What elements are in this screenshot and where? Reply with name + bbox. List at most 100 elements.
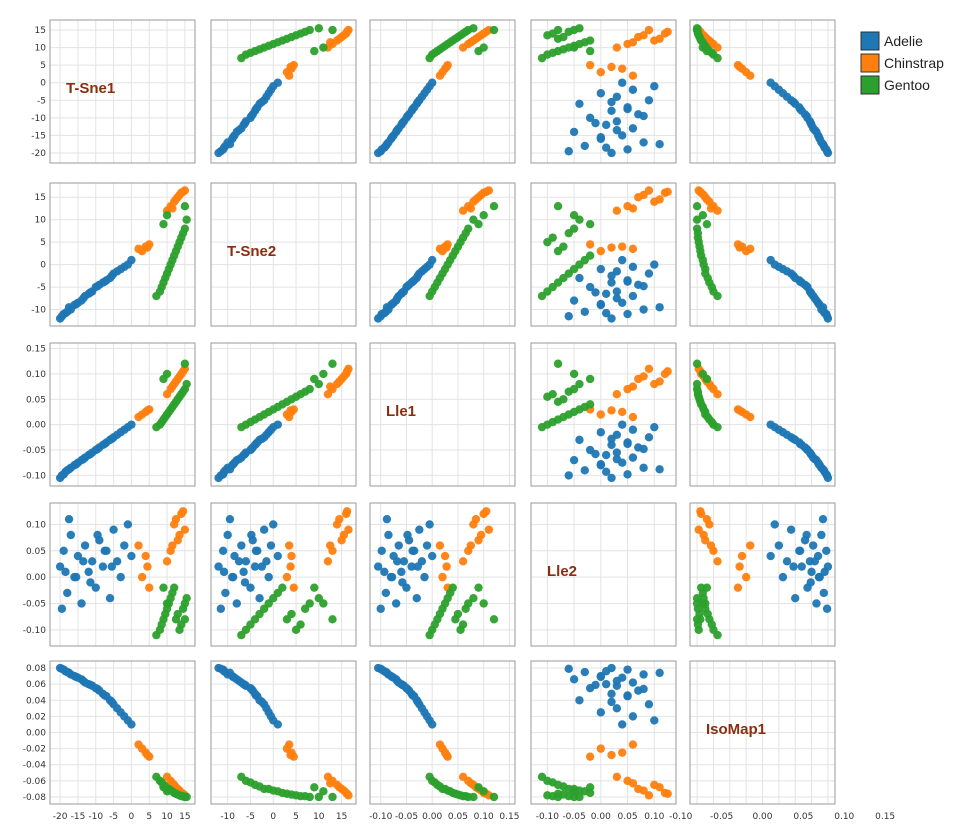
panel-frame [689,19,836,164]
point-gentoo-19 [553,792,563,802]
point-chinstrap-13 [342,27,352,36]
point-adelie-20 [428,78,437,87]
panel-r2-c2: Lle1 [369,342,516,487]
point-chinstrap-13 [178,187,188,197]
point-gentoo-19 [489,25,499,35]
point-gentoo-11 [569,407,579,417]
point-gentoo-19 [328,25,337,35]
point-adelie-18 [120,541,129,550]
point-gentoo-10 [435,273,445,283]
point-adelie-1 [623,145,632,154]
point-adelie-28 [107,271,117,281]
point-adelie-8 [601,450,611,460]
point-adelie-23 [71,572,81,582]
point-adelie-14 [105,594,115,603]
point-adelie-6 [77,599,86,608]
point-gentoo-12 [580,402,589,412]
point-gentoo-11 [164,264,174,274]
point-chinstrap-9 [746,244,755,254]
x-tick-label-c0-5: 5 [146,812,152,822]
point-chinstrap-6 [282,572,292,582]
point-adelie-22 [64,514,74,524]
point-adelie-27 [251,104,261,114]
point-gentoo-18 [698,599,708,608]
point-chinstrap-8 [585,60,595,70]
legend-label-chinstrap: Chinstrap [884,55,944,71]
point-chinstrap-5 [713,557,722,566]
point-gentoo-9 [430,620,439,629]
point-gentoo-16 [469,792,478,802]
point-chinstrap-9 [628,740,638,749]
point-gentoo-8 [237,422,246,432]
point-gentoo-16 [469,24,478,33]
point-gentoo-16 [314,792,324,802]
point-adelie-20 [127,551,136,561]
point-adelie-20 [618,78,627,87]
point-gentoo-16 [575,792,584,802]
point-chinstrap-14 [286,750,295,760]
point-adelie-3 [817,530,826,540]
point-adelie-28 [607,97,616,107]
point-chinstrap-12 [326,382,335,391]
point-adelie-26 [93,444,102,454]
point-gentoo-13 [282,34,292,44]
point-adelie-27 [251,439,261,449]
point-adelie-12 [250,562,260,571]
point-adelie-27 [251,546,261,555]
point-adelie-28 [107,697,117,707]
panel-frame [689,660,836,805]
point-adelie-14 [575,696,584,705]
point-gentoo-12 [580,255,589,265]
y-tick-label-r1-1: -5 [37,283,46,293]
panel-frame [49,19,196,164]
point-adelie-24 [810,294,820,303]
diagonal-label-lle1: Lle1 [386,403,416,420]
point-adelie-25 [591,449,600,459]
point-gentoo-16 [692,379,702,389]
point-gentoo-8 [237,772,246,782]
point-gentoo-8 [425,291,434,301]
point-adelie-18 [628,712,638,721]
point-chinstrap-9 [284,71,294,80]
point-adelie-6 [569,675,579,684]
point-adelie-28 [107,434,117,444]
panel-r4-c2 [369,660,516,805]
point-gentoo-16 [575,24,584,33]
point-adelie-8 [239,567,248,577]
point-adelie-0 [607,148,616,158]
point-gentoo-8 [237,630,246,640]
point-gentoo-15 [178,387,188,396]
point-adelie-15 [644,96,654,105]
point-chinstrap-5 [612,43,622,52]
x-tick-label-c3-0: -0.10 [536,812,560,822]
point-adelie-26 [802,281,811,291]
point-adelie-25 [240,118,250,128]
y-tick-label-r2-4: 0.10 [26,370,46,380]
point-adelie-21 [57,604,67,613]
point-adelie-3 [639,463,648,472]
point-adelie-27 [408,277,417,286]
point-adelie-6 [569,455,579,465]
point-chinstrap-5 [162,772,172,782]
point-adelie-6 [391,599,401,608]
diagonal-label-t-sne2: T-Sne2 [227,243,276,260]
point-gentoo-14 [543,31,552,40]
x-tick-label-c1-2: 0 [270,812,276,822]
point-chinstrap-13 [342,367,352,376]
point-chinstrap-12 [628,204,638,213]
point-adelie-23 [814,132,824,142]
point-adelie-27 [623,691,632,700]
point-adelie-8 [397,567,406,577]
point-gentoo-14 [694,625,703,635]
point-chinstrap-9 [284,541,294,550]
point-gentoo-9 [707,282,717,292]
point-gentoo-15 [693,387,703,396]
point-adelie-23 [71,299,81,309]
x-tick-label-c4-4: 0.10 [834,812,854,822]
point-chinstrap-9 [746,541,755,550]
point-adelie-26 [93,530,102,540]
panel-frame [369,502,516,647]
point-adelie-26 [403,684,412,694]
point-gentoo-9 [246,417,255,427]
point-gentoo-12 [273,402,283,412]
